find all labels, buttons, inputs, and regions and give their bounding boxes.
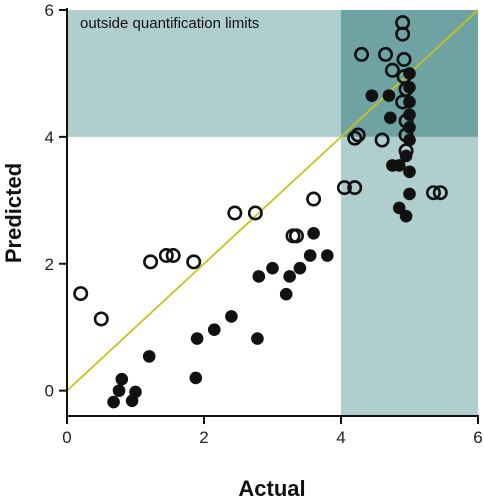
open-point-6 <box>227 205 243 221</box>
x-tick-label-1: 2 <box>199 428 208 447</box>
x-axis-title: Actual <box>238 476 305 501</box>
open-point-17 <box>378 46 394 62</box>
open-point-25 <box>398 113 414 129</box>
filled-point-11 <box>252 270 266 283</box>
open-point-12 <box>347 180 363 196</box>
open-point-14 <box>350 127 366 143</box>
filled-point-4 <box>129 385 142 399</box>
axes: 0 2 4 6 0 2 4 6 <box>45 1 483 447</box>
y-tick-label-0: 0 <box>45 382 54 401</box>
filled-point-15 <box>293 261 307 275</box>
quantification-shading <box>67 10 478 416</box>
filled-point-23 <box>392 159 406 172</box>
open-point-15 <box>354 46 370 62</box>
open-point-21 <box>396 51 412 67</box>
open-point-28 <box>425 185 441 201</box>
open-point-29 <box>432 185 448 201</box>
open-point-0 <box>73 286 89 302</box>
open-point-3 <box>158 248 174 264</box>
open-point-11 <box>336 180 352 196</box>
data-points <box>73 15 448 409</box>
filled-point-12 <box>266 261 279 275</box>
filled-point-7 <box>190 332 204 345</box>
filled-point-26 <box>399 209 413 223</box>
open-point-5 <box>186 254 202 270</box>
x-tick-label-3: 6 <box>473 428 482 447</box>
y-tick-label-2: 4 <box>45 128 54 147</box>
filled-point-34 <box>403 187 416 201</box>
open-point-16 <box>374 132 390 148</box>
open-point-1 <box>93 311 109 327</box>
open-point-7 <box>247 205 263 221</box>
filled-point-5 <box>142 350 156 363</box>
filled-point-16 <box>303 249 317 262</box>
filled-point-17 <box>307 227 320 240</box>
open-point-9 <box>288 228 304 244</box>
open-point-27 <box>398 143 414 159</box>
filled-point-18 <box>321 249 334 262</box>
open-point-26 <box>398 127 414 143</box>
shade-top-band <box>67 10 341 137</box>
filled-point-8 <box>207 323 221 337</box>
open-point-2 <box>143 254 159 270</box>
filled-point-0 <box>107 395 120 409</box>
x-tick-label-0: 0 <box>62 428 71 447</box>
open-point-4 <box>165 248 181 264</box>
y-tick-label-3: 6 <box>45 1 54 20</box>
shade-right-band <box>341 136 478 416</box>
filled-point-21 <box>384 111 397 125</box>
annotation-outside-limits: outside quantification limits <box>80 15 259 32</box>
y-axis-title: Predicted <box>1 163 26 263</box>
filled-point-1 <box>112 384 126 397</box>
filled-point-2 <box>115 372 129 386</box>
open-point-18 <box>384 62 400 78</box>
open-point-24 <box>395 94 411 110</box>
x-tick-label-2: 4 <box>336 428 345 447</box>
filled-point-33 <box>403 165 416 179</box>
filled-point-19 <box>365 89 379 102</box>
filled-point-10 <box>251 332 264 345</box>
y-tick-label-1: 2 <box>45 255 54 274</box>
filled-point-9 <box>225 310 238 323</box>
filled-point-6 <box>189 371 203 385</box>
filled-point-13 <box>279 287 293 301</box>
open-point-10 <box>306 191 322 207</box>
filled-point-14 <box>283 270 296 283</box>
open-point-13 <box>347 130 363 146</box>
filled-point-20 <box>382 89 396 102</box>
open-point-20 <box>395 26 411 42</box>
